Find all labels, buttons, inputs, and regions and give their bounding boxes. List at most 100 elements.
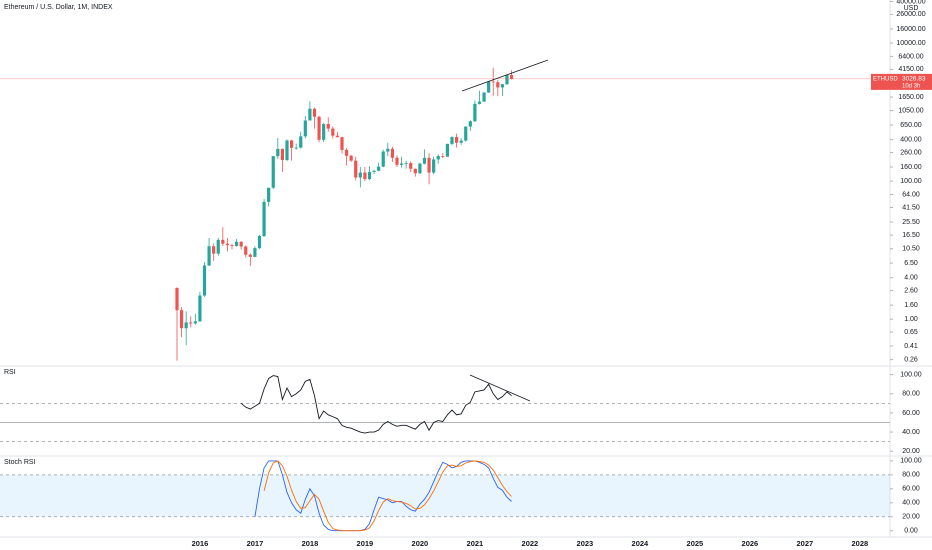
y-tick-label: 40.00 [902,429,920,436]
candle-body [436,156,440,160]
candle-body [179,310,184,329]
x-tick-label: 2021 [467,539,484,548]
candle-body [184,322,188,329]
candle-body [280,148,285,161]
candle-body [468,121,472,127]
y-tick-label: 64.00 [902,191,920,198]
candle-body [234,241,239,246]
candle-body [482,92,486,102]
candle-body [432,159,436,173]
candle-body [216,239,220,254]
x-tick-label: 2018 [302,539,319,548]
candle-body [335,135,340,138]
candle-body [299,136,303,148]
trend-line[interactable] [461,59,549,92]
candle-body [367,171,372,180]
y-tick-label: 260.00 [900,149,922,156]
y-tick-label: 10000.00 [896,40,925,47]
y-tick-label: 0.41 [904,343,918,350]
y-tick-label: 4150.00 [898,66,923,73]
candle-body [193,321,197,324]
x-tick-label: 2028 [852,539,869,548]
price-label-bg [871,73,932,90]
y-tick-label: 60.00 [902,486,920,493]
y-tick-label: 20.00 [902,448,920,455]
candle-body [445,143,449,157]
candle-body [221,239,225,244]
candle-body [377,166,381,171]
candle-body [294,147,298,149]
symbol-label: ETHUSD [873,76,898,82]
countdown: 10d 3h [902,83,920,89]
y-tick-label: 60.00 [902,410,920,417]
candle-body [267,187,271,202]
y-tick-label: 1650.00 [898,94,923,101]
candle-body [202,265,207,296]
candle-body [326,124,330,129]
candle-body [500,84,504,88]
candle-body [239,241,243,247]
candle-body [473,103,477,122]
candle-body [303,120,307,137]
candle-body [427,157,431,173]
indicator-line [240,375,512,434]
candle-body [418,163,422,174]
candle-body [308,108,312,121]
candle-body [189,322,193,324]
candle-body [413,168,417,174]
candle-body [331,128,335,136]
chart-title: Ethereum / U.S. Dollar, 1M, INDEX [4,4,113,11]
indicator-line [254,460,512,532]
y-tick-label: 6.50 [904,260,918,267]
x-tick-label: 2025 [687,539,704,548]
candle-body [358,172,362,178]
candle-body [271,156,275,188]
y-tick-label: 26000.00 [896,11,925,18]
x-tick-label: 2023 [577,539,594,548]
x-tick-label: 2024 [632,539,650,548]
y-tick-label: 6400.00 [898,53,923,60]
candle-body [459,140,463,143]
y-tick-label: 2.60 [904,287,918,294]
candle-body [372,170,376,172]
y-tick-label: 100.00 [900,458,922,465]
candle-body [244,246,248,255]
candle-body [349,155,353,161]
candle-body [441,156,445,157]
x-tick-label: 2016 [192,539,209,548]
currency-label: USD [904,5,919,12]
candle-body [509,75,514,79]
candle-body [322,124,326,140]
y-tick-label: 20.00 [902,514,920,521]
candle-body [390,148,395,158]
y-tick-label: 40000.00 [896,0,925,5]
candle-body [225,243,230,246]
y-tick-label: 10.50 [902,246,920,253]
candle-body [262,201,266,237]
y-tick-label: 16000.00 [896,26,925,33]
candle-body [198,295,202,322]
candle-body [404,162,408,164]
x-tick-label: 2027 [797,539,814,548]
candle-body [395,157,399,165]
candle-body [477,101,482,104]
candle-body [285,140,289,161]
candle-body [487,81,491,93]
candle-body [344,149,349,156]
x-tick-label: 2019 [357,539,374,548]
candle-body [212,246,216,254]
y-tick-label: 160.00 [900,164,922,171]
band-fill [0,474,890,517]
y-tick-label: 16.50 [902,232,920,239]
candle-body [491,81,495,83]
candle-body [454,137,459,143]
candle-body [386,148,390,152]
candle-body [276,148,280,157]
trend-line[interactable] [469,374,531,402]
candle-body [505,75,509,85]
y-tick-label: 1.00 [904,316,918,323]
